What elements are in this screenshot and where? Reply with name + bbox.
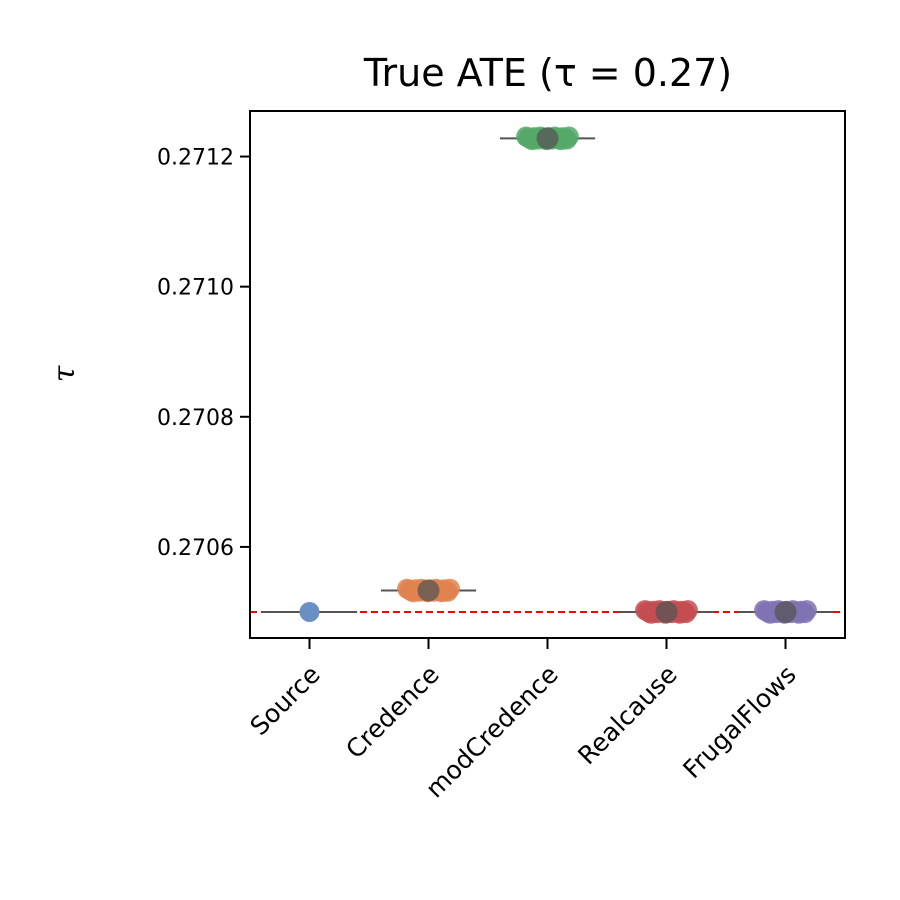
y-tick-label: 0.2710 — [157, 276, 234, 301]
y-tick-label: 0.2706 — [157, 536, 234, 561]
data-point — [558, 126, 579, 147]
data-point — [796, 600, 817, 621]
series-realcause — [618, 600, 715, 624]
series-source — [261, 601, 358, 622]
series-frugalflows — [737, 600, 834, 624]
x-tick-label: FrugalFlows — [677, 660, 801, 784]
center-point — [774, 600, 797, 623]
x-tick-label: Source — [245, 660, 326, 741]
y-axis-label: τ — [47, 365, 82, 382]
y-tick-label: 0.2712 — [157, 146, 234, 171]
data-point — [677, 600, 698, 621]
x-tick-label: Credence — [340, 660, 445, 765]
plot-marks — [250, 126, 845, 624]
center-point — [536, 127, 559, 150]
series-credence — [380, 578, 477, 603]
y-tick-label: 0.2708 — [157, 406, 234, 431]
series-modcredence — [499, 126, 596, 151]
plot-frame — [249, 110, 846, 639]
center-point — [655, 600, 678, 623]
data-point — [299, 601, 320, 622]
chart-title: True ATE (τ = 0.27) — [363, 51, 732, 95]
x-tick-label: Realcause — [572, 660, 682, 770]
center-point — [417, 579, 440, 602]
data-point — [439, 578, 460, 599]
